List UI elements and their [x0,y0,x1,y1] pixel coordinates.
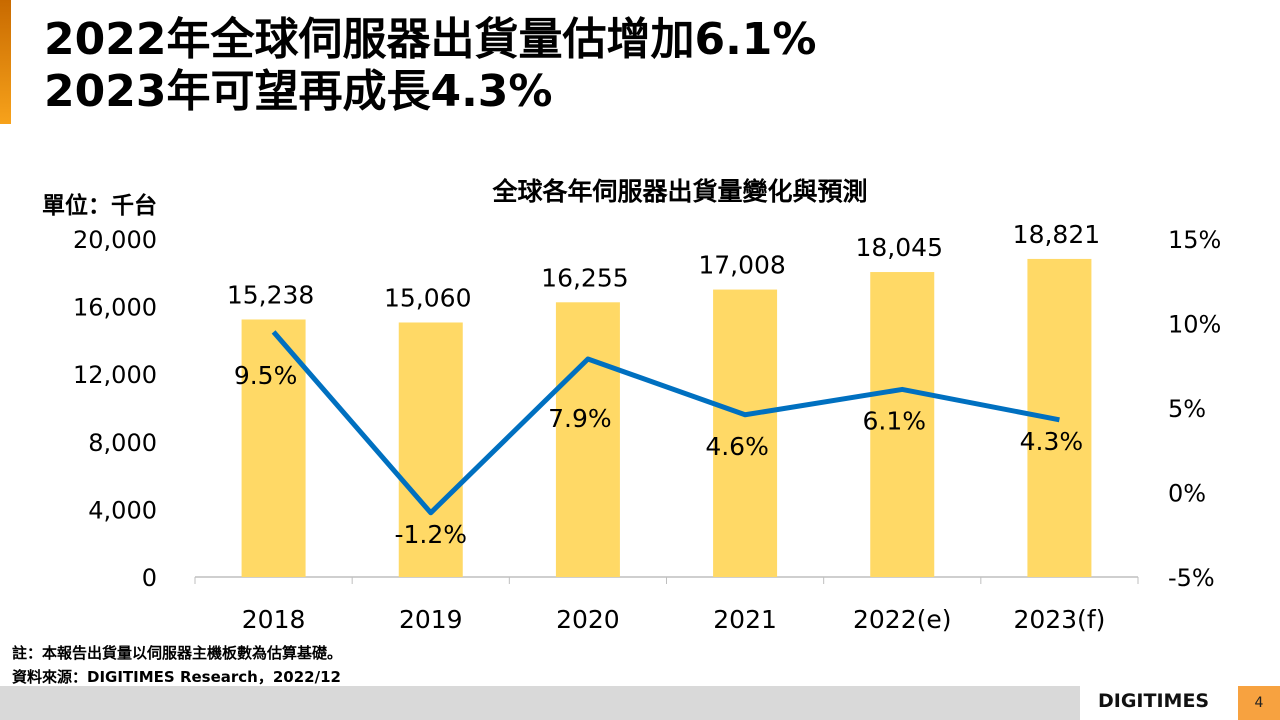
left-tick-label: 20,000 [73,226,157,254]
bar-value-label: 15,060 [384,283,471,312]
right-tick-label: -5% [1168,564,1215,592]
right-tick-label: 0% [1168,480,1206,508]
slide-title: 2022年全球伺服器出貨量估增加6.1% 2023年可望再成長4.3% [44,14,817,118]
left-tick-label: 0 [142,564,157,592]
growth-label: 6.1% [862,406,926,435]
left-tick-label: 12,000 [73,361,157,389]
bar-value-label: 16,255 [541,263,628,292]
category-label: 2023(f) [1013,605,1105,634]
bar [870,272,935,577]
growth-label: 4.6% [705,432,769,461]
bar-value-label: 18,821 [1013,220,1100,249]
category-label: 2020 [556,605,620,634]
growth-label: 4.3% [1020,427,1084,456]
category-label: 2019 [399,605,463,634]
chart-title: 全球各年伺服器出貨量變化與預測 [491,177,867,206]
right-tick-label: 10% [1168,311,1221,339]
title-line-1: 2022年全球伺服器出貨量估增加6.1% [44,14,817,65]
bar [713,289,778,577]
bar [398,322,463,577]
page-number: 4 [1238,686,1280,720]
category-label: 2018 [242,605,306,634]
growth-line [271,330,1060,516]
right-tick-label: 15% [1168,226,1221,254]
growth-label: -1.2% [394,520,467,549]
source-note: 資料來源：DIGITIMES Research，2022/12 [12,668,341,686]
title-line-2: 2023年可望再成長4.3% [44,66,553,117]
growth-label: 7.9% [548,404,612,433]
right-tick-label: 5% [1168,395,1206,423]
bar-value-label: 18,045 [856,233,943,262]
bar-value-label: 17,008 [698,251,785,280]
footer-bar [0,686,1080,720]
left-tick-label: 8,000 [88,429,157,457]
unit-label: 單位：千台 [42,192,157,219]
category-label: 2021 [713,605,777,634]
category-label: 2022(e) [853,605,952,634]
accent-bar [0,0,11,124]
bar-value-label: 15,238 [227,280,314,309]
footnote: 註：本報告出貨量以伺服器主機板數為估算基礎。 [12,644,343,662]
bar [241,319,306,577]
bar [555,302,620,577]
growth-label: 9.5% [234,361,298,390]
left-tick-label: 16,000 [73,294,157,322]
digitimes-logo: DIGITIMES [1098,690,1210,712]
left-tick-label: 4,000 [88,496,157,524]
